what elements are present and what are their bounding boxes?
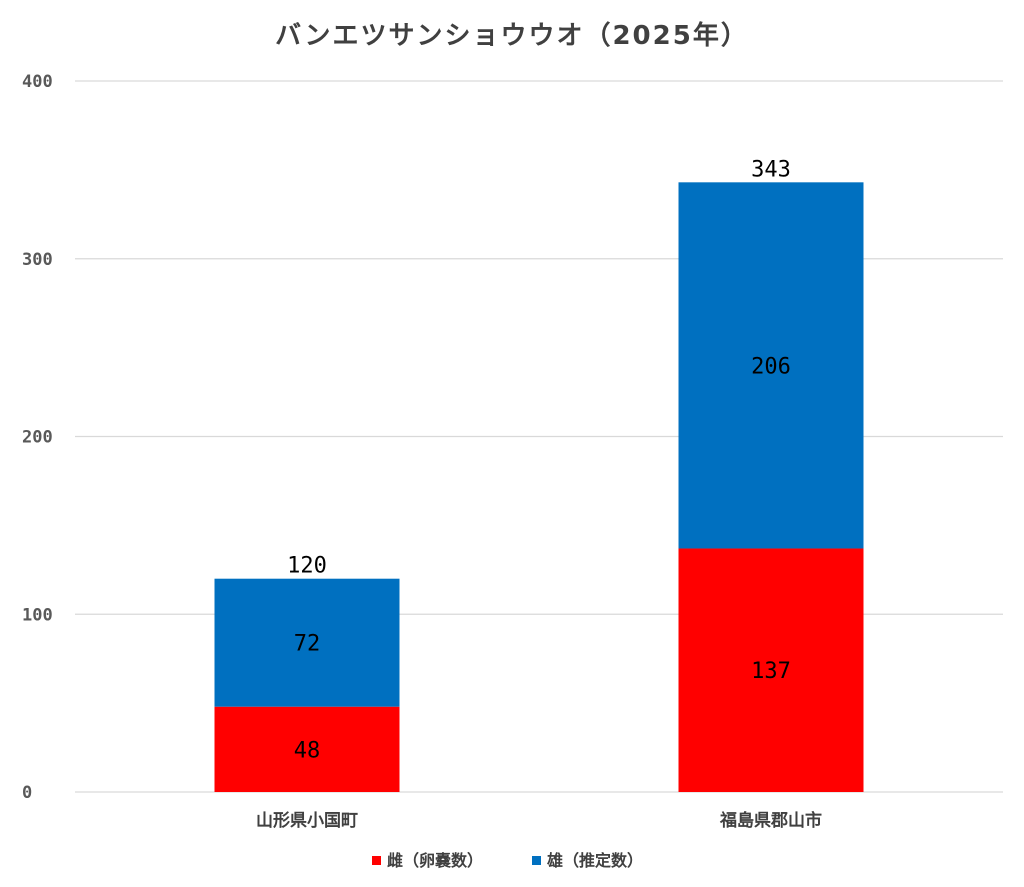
y-tick-label: 300: [22, 250, 53, 270]
data-label: 206: [751, 354, 791, 379]
total-label: 343: [751, 157, 791, 182]
data-label: 137: [751, 659, 791, 684]
gridlines: [75, 80, 1003, 793]
bar-segment: [214, 706, 400, 792]
bar-segment: [214, 578, 400, 707]
y-axis-ticks: 0 100 200 300 400: [22, 72, 53, 803]
chart-title: バンエツサンショウウオ（2025年）: [275, 20, 749, 51]
legend-swatch: [532, 856, 541, 865]
bars: 48 72 120 137 206 343: [214, 157, 864, 792]
data-label: 48: [294, 738, 321, 763]
legend: 雌（卵嚢数） 雄（推定数）: [372, 851, 643, 870]
data-label: 72: [294, 632, 321, 657]
x-tick-label: 福島県郡山市: [719, 810, 822, 831]
legend-swatch: [372, 856, 381, 865]
legend-label: 雄（推定数）: [546, 851, 643, 870]
total-label: 120: [287, 554, 327, 579]
bar-segment: [678, 182, 864, 549]
bar-segment: [678, 548, 864, 792]
y-tick-label: 100: [22, 605, 53, 625]
x-tick-label: 山形県小国町: [256, 810, 358, 831]
x-axis-ticks: 山形県小国町 福島県郡山市: [256, 810, 822, 831]
y-tick-label: 400: [22, 72, 53, 92]
y-tick-label: 200: [22, 428, 53, 448]
y-tick-label: 0: [22, 783, 32, 803]
legend-label: 雌（卵嚢数）: [387, 851, 483, 870]
